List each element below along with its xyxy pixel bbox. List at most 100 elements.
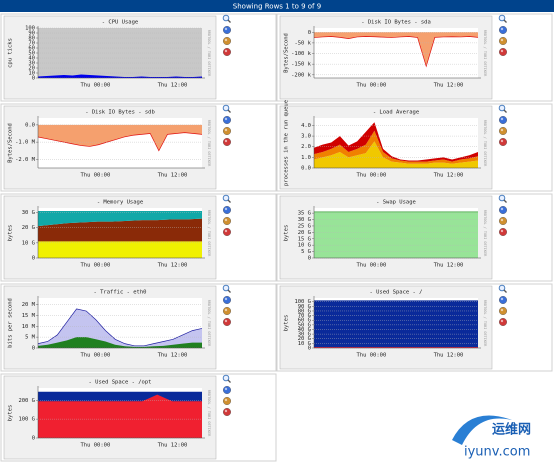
icon-circle bbox=[499, 307, 508, 316]
y-tick-label: 20 M bbox=[22, 302, 36, 308]
area-edge bbox=[38, 132, 202, 152]
delete-icon[interactable] bbox=[222, 137, 231, 146]
info-icon[interactable] bbox=[222, 386, 231, 395]
y-tick-label: 100 G bbox=[294, 299, 311, 305]
info-icon[interactable] bbox=[222, 26, 231, 35]
icon-circle bbox=[499, 205, 508, 214]
plot-marks bbox=[314, 211, 478, 258]
zoom-icon[interactable] bbox=[498, 284, 507, 293]
icon-handle bbox=[227, 289, 231, 293]
y-tick-label: 30 G bbox=[22, 210, 35, 216]
y-axis-label: Bytes/Second bbox=[8, 123, 14, 163]
y-tick-label: 5 G bbox=[301, 249, 311, 255]
area bbox=[38, 74, 202, 78]
plot-marks bbox=[314, 32, 478, 68]
info-icon[interactable] bbox=[222, 205, 231, 214]
y-tick-label: 4.0 bbox=[301, 123, 311, 129]
info-icon[interactable] bbox=[499, 115, 508, 124]
zoom-icon[interactable] bbox=[498, 14, 507, 23]
icon-shine bbox=[224, 49, 228, 53]
graph-cell: - Swap Usage bytes RRDTOOL / TOBI OETIKER 0… bbox=[276, 193, 553, 282]
y-axis-label: bits per second bbox=[8, 298, 14, 348]
edit-icon[interactable] bbox=[222, 397, 231, 406]
info-icon[interactable] bbox=[499, 296, 508, 305]
zoom-icon[interactable] bbox=[222, 14, 231, 23]
zoom-icon[interactable] bbox=[222, 104, 231, 113]
y-axis-label: bytes bbox=[8, 405, 14, 422]
watermark: RRDTOOL / TOBI OETIKER bbox=[483, 300, 487, 347]
zoom-icon[interactable] bbox=[222, 284, 231, 293]
y-tick-label: 60 G bbox=[298, 318, 311, 324]
x-tick-label: Thu 00:00 bbox=[356, 263, 386, 269]
delete-icon[interactable] bbox=[499, 318, 508, 327]
y-tick-label: 20 G bbox=[22, 225, 35, 231]
x-tick-label: Thu 12:00 bbox=[158, 263, 188, 269]
x-tick-label: Thu 00:00 bbox=[80, 263, 110, 269]
icon-shine bbox=[500, 218, 504, 222]
icon-circle bbox=[499, 296, 508, 305]
icon-shine bbox=[224, 398, 228, 402]
icon-shine bbox=[500, 207, 504, 211]
delete-icon[interactable] bbox=[499, 48, 508, 57]
graph-cell: - Used Space - / bytes RRDTOOL / TOBI OETI… bbox=[276, 283, 553, 372]
edit-icon[interactable] bbox=[499, 216, 508, 225]
x-tick-label: Thu 12:00 bbox=[158, 443, 188, 449]
icon-lens bbox=[498, 104, 506, 112]
icon-shine bbox=[224, 207, 228, 211]
zoom-icon[interactable] bbox=[498, 194, 507, 203]
zoom-icon[interactable] bbox=[498, 104, 507, 113]
icon-circle bbox=[499, 227, 508, 236]
info-icon[interactable] bbox=[499, 26, 508, 35]
icon-handle bbox=[503, 19, 507, 23]
info-icon[interactable] bbox=[222, 296, 231, 305]
zoom-icon[interactable] bbox=[222, 194, 231, 203]
delete-icon[interactable] bbox=[222, 318, 231, 327]
plot-marks bbox=[314, 122, 478, 168]
edit-icon[interactable] bbox=[222, 307, 231, 316]
edit-icon[interactable] bbox=[499, 307, 508, 316]
edit-icon[interactable] bbox=[499, 37, 508, 46]
area bbox=[38, 218, 202, 242]
icon-shine bbox=[224, 27, 228, 31]
area bbox=[38, 337, 202, 348]
delete-icon[interactable] bbox=[499, 227, 508, 236]
icon-circle bbox=[222, 205, 231, 214]
icon-handle bbox=[227, 19, 231, 23]
graph-cell: - Disk IO Bytes - sdb Bytes/Second RRDTOOL… bbox=[0, 103, 277, 192]
delete-icon[interactable] bbox=[222, 227, 231, 236]
icon-circle bbox=[499, 137, 508, 146]
icon-circle bbox=[222, 397, 231, 406]
icon-circle bbox=[222, 386, 231, 395]
edit-icon[interactable] bbox=[222, 126, 231, 135]
y-tick-label: 100 bbox=[25, 26, 35, 32]
edit-icon[interactable] bbox=[222, 216, 231, 225]
y-tick-label: 0 bbox=[308, 30, 311, 36]
icon-circle bbox=[222, 408, 231, 417]
edit-icon[interactable] bbox=[499, 126, 508, 135]
watermark: RRDTOOL / TOBI OETIKER bbox=[207, 300, 211, 347]
zoom-icon[interactable] bbox=[222, 374, 231, 383]
edit-icon[interactable] bbox=[222, 37, 231, 46]
watermark: RRDTOOL / TOBI OETIKER bbox=[483, 120, 487, 167]
x-tick-label: Thu 12:00 bbox=[434, 263, 464, 269]
icon-shine bbox=[500, 49, 504, 53]
y-tick-label: 1.0 bbox=[301, 155, 311, 161]
graph-title: - Memory Usage bbox=[97, 200, 143, 206]
info-icon[interactable] bbox=[222, 115, 231, 124]
y-tick-label: 30 bbox=[28, 61, 35, 67]
delete-icon[interactable] bbox=[222, 48, 231, 57]
delete-icon[interactable] bbox=[222, 408, 231, 417]
y-tick-label: -150 k bbox=[291, 62, 312, 68]
watermark: RRDTOOL / TOBI OETIKER bbox=[483, 210, 487, 257]
x-tick-label: Thu 12:00 bbox=[158, 353, 188, 359]
y-tick-label: 10 G bbox=[22, 240, 35, 246]
icon-handle bbox=[227, 199, 231, 203]
icon-shine bbox=[224, 218, 228, 222]
delete-icon[interactable] bbox=[499, 137, 508, 146]
info-icon[interactable] bbox=[499, 205, 508, 214]
icon-circle bbox=[222, 318, 231, 327]
icon-shine bbox=[224, 387, 228, 391]
x-tick-label: Thu 12:00 bbox=[158, 83, 188, 89]
icon-handle bbox=[503, 289, 507, 293]
